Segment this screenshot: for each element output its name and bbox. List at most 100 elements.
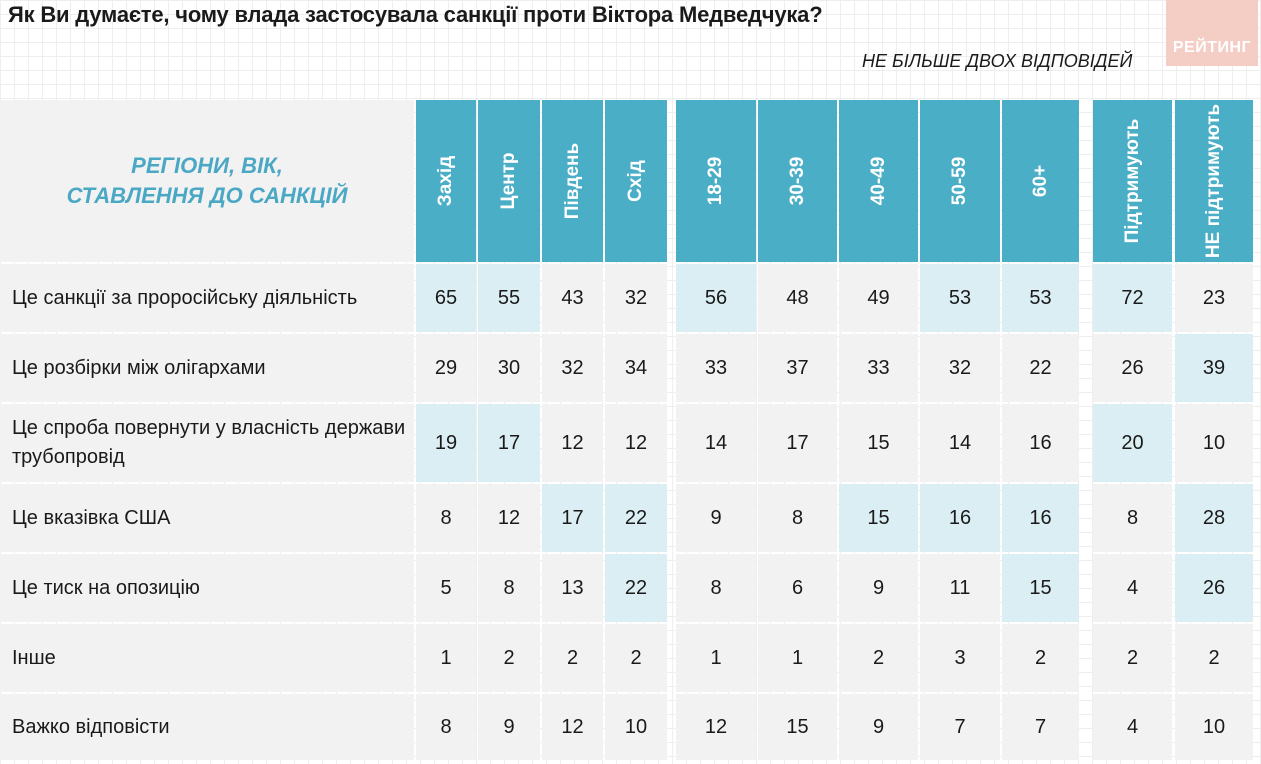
column-header: 60+ bbox=[1002, 100, 1079, 262]
table-cell: 4 bbox=[1093, 554, 1172, 622]
table-cell: 8 bbox=[758, 484, 837, 552]
table-cell: 17 bbox=[478, 404, 540, 482]
column-header-label: Захід bbox=[435, 155, 456, 207]
column-header: Підтримують bbox=[1093, 100, 1172, 262]
table-cell: 22 bbox=[605, 554, 667, 622]
column-header: НЕ підтримують bbox=[1175, 100, 1253, 262]
row-label: Це тиск на опозицію bbox=[0, 554, 414, 622]
table-cell: 2 bbox=[1093, 624, 1172, 692]
table-cell: 2 bbox=[839, 624, 918, 692]
table-cell: 10 bbox=[1175, 404, 1253, 482]
table-cell: 12 bbox=[676, 694, 756, 760]
table-cell: 53 bbox=[920, 264, 1000, 332]
table-cell: 2 bbox=[1175, 624, 1253, 692]
table-cell: 34 bbox=[605, 334, 667, 402]
table-cell: 33 bbox=[839, 334, 918, 402]
table-cell: 3 bbox=[920, 624, 1000, 692]
table-cell: 48 bbox=[758, 264, 837, 332]
table-cell: 6 bbox=[758, 554, 837, 622]
column-header-label: НЕ підтримують bbox=[1203, 103, 1224, 259]
table-cell: 16 bbox=[920, 484, 1000, 552]
corner-label: РЕГІОНИ, ВІК, СТАВЛЕННЯ ДО САНКЦІЙ bbox=[0, 100, 414, 262]
table-cell: 56 bbox=[676, 264, 756, 332]
table-cell: 8 bbox=[1093, 484, 1172, 552]
table-cell: 9 bbox=[839, 554, 918, 622]
table-cell: 55 bbox=[478, 264, 540, 332]
row-label: Це спроба повернути у власність держави … bbox=[0, 404, 414, 482]
table-cell: 17 bbox=[758, 404, 837, 482]
table-cell: 7 bbox=[920, 694, 1000, 760]
table-cell: 22 bbox=[605, 484, 667, 552]
table-cell: 9 bbox=[676, 484, 756, 552]
column-header-label: 50-59 bbox=[949, 156, 970, 206]
chart-title: Як Ви думаєте, чому влада застосувала са… bbox=[8, 2, 823, 27]
table-cell: 12 bbox=[478, 484, 540, 552]
column-header: Центр bbox=[478, 100, 540, 262]
column-header-label: 60+ bbox=[1029, 164, 1051, 198]
table-cell: 72 bbox=[1093, 264, 1172, 332]
table-cell: 2 bbox=[478, 624, 540, 692]
table-cell: 30 bbox=[478, 334, 540, 402]
table-cell: 8 bbox=[416, 694, 476, 760]
column-header: 50-59 bbox=[920, 100, 1000, 262]
column-header-label: 18-29 bbox=[705, 156, 726, 206]
table-cell: 13 bbox=[542, 554, 603, 622]
table-cell: 33 bbox=[676, 334, 756, 402]
table-cell: 26 bbox=[1093, 334, 1172, 402]
row-label: Інше bbox=[0, 624, 414, 692]
table-cell: 29 bbox=[416, 334, 476, 402]
column-header-label: 40-49 bbox=[867, 156, 889, 206]
table-cell: 10 bbox=[1175, 694, 1253, 760]
column-header-label: Південь bbox=[561, 142, 583, 220]
row-label: Це розбірки між олігархами bbox=[0, 334, 414, 402]
table-cell: 32 bbox=[920, 334, 1000, 402]
row-label: Важко відповісти bbox=[0, 694, 414, 760]
table-cell: 16 bbox=[1002, 484, 1079, 552]
column-header-label: 30-39 bbox=[786, 156, 808, 206]
table-cell: 39 bbox=[1175, 334, 1253, 402]
table-cell: 19 bbox=[416, 404, 476, 482]
table-cell: 14 bbox=[676, 404, 756, 482]
column-header: 18-29 bbox=[676, 100, 756, 262]
table-cell: 28 bbox=[1175, 484, 1253, 552]
table-cell: 15 bbox=[839, 484, 918, 552]
table-cell: 37 bbox=[758, 334, 837, 402]
column-header: Схід bbox=[605, 100, 667, 262]
table-cell: 12 bbox=[542, 694, 603, 760]
table-cell: 15 bbox=[1002, 554, 1079, 622]
table-cell: 23 bbox=[1175, 264, 1253, 332]
table-cell: 5 bbox=[416, 554, 476, 622]
table-cell: 2 bbox=[1002, 624, 1079, 692]
column-header-label: Підтримують bbox=[1121, 118, 1143, 244]
table-cell: 32 bbox=[605, 264, 667, 332]
table-cell: 49 bbox=[839, 264, 918, 332]
table-cell: 8 bbox=[416, 484, 476, 552]
logo-text: РЕЙТИНГ bbox=[1172, 39, 1252, 56]
brand-logo: РЕЙТИНГ bbox=[1166, 0, 1258, 66]
table-cell: 43 bbox=[542, 264, 603, 332]
table-cell: 7 bbox=[1002, 694, 1079, 760]
row-label: Це санкції за проросійську діяльність bbox=[0, 264, 414, 332]
table-cell: 8 bbox=[676, 554, 756, 622]
table-cell: 22 bbox=[1002, 334, 1079, 402]
row-label: Це вказівка США bbox=[0, 484, 414, 552]
table-cell: 12 bbox=[542, 404, 603, 482]
table-cell: 26 bbox=[1175, 554, 1253, 622]
table-cell: 1 bbox=[676, 624, 756, 692]
table-cell: 1 bbox=[416, 624, 476, 692]
column-header-label: Схід bbox=[625, 160, 646, 202]
column-header: Захід bbox=[416, 100, 476, 262]
table-cell: 10 bbox=[605, 694, 667, 760]
column-header: 40-49 bbox=[839, 100, 918, 262]
table-cell: 17 bbox=[542, 484, 603, 552]
table-cell: 65 bbox=[416, 264, 476, 332]
column-header: 30-39 bbox=[758, 100, 837, 262]
table-cell: 2 bbox=[605, 624, 667, 692]
table-cell: 11 bbox=[920, 554, 1000, 622]
table-cell: 32 bbox=[542, 334, 603, 402]
table-cell: 12 bbox=[605, 404, 667, 482]
corner-label-text: РЕГІОНИ, ВІК, СТАВЛЕННЯ ДО САНКЦІЙ bbox=[66, 153, 348, 208]
table-cell: 1 bbox=[758, 624, 837, 692]
table-cell: 4 bbox=[1093, 694, 1172, 760]
table-cell: 8 bbox=[478, 554, 540, 622]
